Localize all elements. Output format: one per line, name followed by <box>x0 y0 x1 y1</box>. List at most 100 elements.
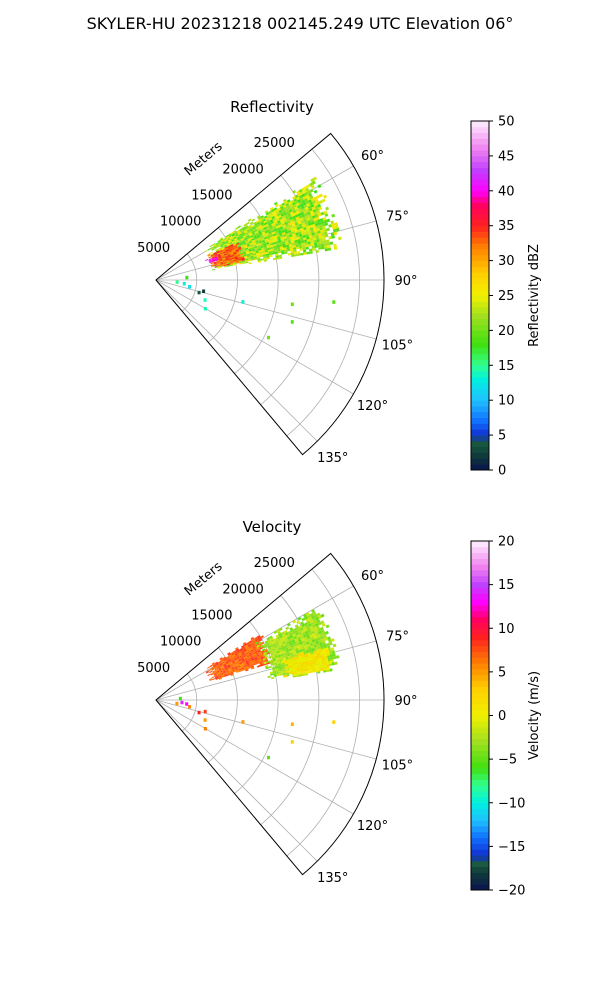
echo-gate <box>291 201 296 206</box>
echo-gate <box>269 635 273 639</box>
echo-gate <box>215 242 219 245</box>
echo-gate <box>271 250 275 253</box>
echo-gate <box>292 195 297 200</box>
echo-gate <box>247 643 251 647</box>
echo-gate <box>302 224 306 228</box>
echo-gate <box>328 641 333 646</box>
echo-gate <box>301 232 306 236</box>
echo-gate <box>329 241 334 245</box>
echo-gate <box>326 218 331 223</box>
echo-gate <box>320 644 324 649</box>
echo-gate <box>211 676 215 679</box>
echo-gate <box>294 638 299 642</box>
echo-gate <box>223 671 227 674</box>
echo-gate <box>274 214 278 218</box>
echo-gate <box>324 630 329 635</box>
echo-gate <box>236 662 240 666</box>
echo-gate <box>324 234 329 238</box>
echo-gate <box>312 208 317 213</box>
echo-gate <box>215 243 220 246</box>
echo-gate <box>259 242 263 246</box>
echo-gate <box>318 657 322 661</box>
echo-gate <box>243 229 247 233</box>
echo-gate <box>220 244 224 248</box>
echo-gate <box>245 233 250 237</box>
echo-gate <box>301 648 306 652</box>
echo-gate <box>238 652 242 656</box>
echo-gate <box>296 196 301 201</box>
echo-gate <box>310 645 315 649</box>
echo-gate <box>245 226 249 230</box>
echo-gate <box>301 654 305 658</box>
echo-gate <box>332 225 336 230</box>
echo-gate <box>320 635 325 640</box>
echo-gate <box>262 241 266 245</box>
echo-gate <box>264 223 269 227</box>
echo-gate <box>321 648 326 652</box>
echo-gate <box>253 236 258 240</box>
echo-gate <box>292 225 297 229</box>
echo-gate <box>235 661 240 665</box>
echo-gate <box>237 665 241 669</box>
colorbar-segment <box>471 709 489 716</box>
echo-gate <box>333 246 338 250</box>
echo-gate <box>321 246 325 250</box>
echo-gate <box>267 222 272 226</box>
echo-gate <box>303 226 307 231</box>
echo-gate <box>314 198 319 203</box>
echo-gate <box>245 660 249 664</box>
echo-gate <box>266 660 271 664</box>
echo-gate <box>331 662 335 666</box>
echo-gate <box>305 641 310 645</box>
echo-gate <box>287 229 292 234</box>
echo-gate <box>320 243 325 247</box>
echo-gate <box>241 232 245 235</box>
colorbar-segment <box>471 564 489 571</box>
echo-gate <box>243 255 248 258</box>
echo-gate <box>227 653 232 657</box>
echo-gate <box>275 232 280 236</box>
echo-gate <box>231 240 236 244</box>
echo-gate <box>308 648 313 653</box>
echo-gate <box>243 252 247 256</box>
echo-gate <box>310 178 315 183</box>
echo-gate <box>294 239 298 243</box>
echo-gate <box>285 641 290 646</box>
colorbar-segment <box>471 703 489 711</box>
echo-gate <box>238 660 242 663</box>
echo-gate <box>260 644 264 648</box>
echo-gate <box>269 242 273 246</box>
echo-gate <box>289 245 293 249</box>
echo-gate <box>252 226 256 230</box>
echo-gate <box>264 250 269 253</box>
echo-gate <box>286 246 290 250</box>
echo-gate <box>218 669 223 672</box>
echo-gate <box>242 251 247 254</box>
echo-gate <box>233 651 238 655</box>
echo-gate <box>306 238 311 242</box>
colorbar-segment <box>471 802 489 809</box>
echo-gate <box>321 223 326 227</box>
echo-gate <box>254 223 258 227</box>
echo-speck <box>185 702 189 706</box>
echo-gate <box>278 224 283 228</box>
echo-gate <box>292 217 297 222</box>
echo-gate <box>280 248 284 251</box>
echo-gate <box>280 213 285 217</box>
echo-gate <box>269 212 274 216</box>
echo-gate <box>295 626 300 631</box>
echo-gate <box>296 226 301 230</box>
echo-gate <box>221 674 225 677</box>
echo-gate <box>273 653 278 657</box>
echo-gate <box>292 235 297 239</box>
echo-gate <box>272 257 277 261</box>
echo-gate <box>217 240 222 244</box>
echo-gate <box>210 673 214 676</box>
colorbar-segment <box>471 347 489 355</box>
echo-gate <box>227 245 231 248</box>
colorbar-label: Velocity (m/s) <box>527 671 542 760</box>
echo-gate <box>299 248 303 251</box>
echo-gate <box>322 643 327 648</box>
echo-gate <box>244 247 249 250</box>
echo-gate <box>279 244 283 247</box>
